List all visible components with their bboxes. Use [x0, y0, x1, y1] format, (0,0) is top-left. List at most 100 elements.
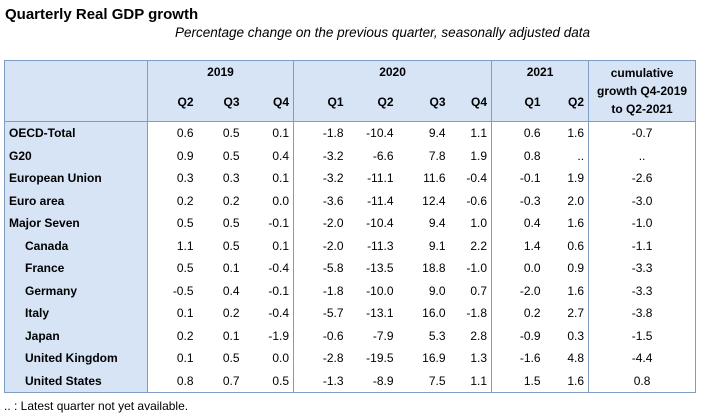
cumulative-cell: -4.4 [588, 347, 696, 370]
value-cell: 0.5 [222, 238, 240, 253]
value-cell: 11.6 [423, 171, 446, 186]
header-label-corner-2 [4, 83, 148, 122]
value-cell: 1.9 [567, 171, 585, 186]
table-row: OECD-Total 0.6 0.5 0.1 -1.8 -10.4 9.4 1.1 0.6 1.6… [4, 121, 696, 145]
value-cell: 1.6 [567, 283, 585, 298]
value-cell: 16.0 [422, 306, 446, 321]
value-cell: 0.1 [222, 328, 240, 343]
row-label: Canada [4, 234, 148, 257]
value-cell: 4.8 [567, 351, 585, 366]
value-cell: -1.9 [268, 328, 290, 343]
row-label: Italy [4, 302, 148, 325]
table-row: United Kingdom 0.1 0.5 0.0 -2.8 -19.5 16.9 1.3-… [4, 347, 696, 370]
value-cell: -0.6 [293, 324, 348, 347]
value-cell: -2.0 [491, 279, 545, 302]
value-cell: 0.2 [222, 306, 240, 321]
value-cell: 0.8 [491, 144, 545, 167]
value-cell: -1.8 [293, 121, 348, 145]
value-cell: 9.4 [428, 216, 446, 231]
value-cell: 1.9 [470, 148, 488, 163]
cumulative-cell: -3.0 [588, 189, 696, 212]
quarter-header: Q3 [197, 83, 244, 122]
value-cell: 1.6 [567, 216, 585, 231]
value-cell: 5.3 [428, 328, 446, 343]
value-cell: 0.5 [197, 121, 244, 145]
value-cell: 0.5 [222, 216, 240, 231]
table-row: Canada 1.1 0.5 0.1 -2.0 -11.3 9.1 2.2 1.4 0.6 -1.1 [4, 234, 696, 257]
value-cell: -13.1 [366, 306, 394, 321]
value-cell: -0.1 [268, 283, 290, 298]
value-cell: 0.9 [567, 261, 585, 276]
cumulative-cell: -2.6 [588, 167, 696, 190]
value-cell: -19.5 [366, 351, 394, 366]
year-header-2019: 2019 [146, 60, 294, 83]
quarter-header: Q2 [347, 83, 398, 122]
value-cell: -0.3 [491, 189, 545, 212]
value-cell: 9.4 [397, 121, 450, 145]
value-cell: 0.1 [147, 347, 198, 370]
value-cell: 2.0 [567, 193, 585, 208]
year-header-2021: 2021 [491, 60, 589, 83]
value-cell: 0.0 [491, 257, 545, 280]
row-label: France [4, 257, 148, 280]
value-cell: -0.1 [268, 216, 290, 231]
value-cell: 0.3 [147, 167, 198, 190]
quarter-header: Q4 [243, 83, 294, 122]
value-cell: 9.0 [428, 283, 446, 298]
value-cell: -1.8 [466, 306, 488, 321]
quarter-header: Q3 [397, 83, 450, 122]
value-cell: 0.2 [222, 193, 240, 208]
value-cell: .. [577, 148, 585, 163]
value-cell: 1.6 [544, 121, 589, 145]
value-cell: 0.5 [222, 351, 240, 366]
cumulative-cell: -3.3 [588, 257, 696, 280]
cumulative-cell: .. [588, 144, 696, 167]
header-label-corner [4, 60, 148, 83]
cumulative-cell: -1.1 [588, 234, 696, 257]
value-cell: 0.7 [470, 283, 488, 298]
value-cell: 0.3 [222, 171, 240, 186]
table-title: Quarterly Real GDP growth [5, 6, 199, 23]
value-cell: -3.2 [293, 167, 348, 190]
table-row: Germany -0.5 0.4 -0.1 -1.8 -10.0 9.0 0.7 -2.0 1.6… [4, 279, 696, 302]
value-cell: 0.1 [243, 121, 294, 145]
value-cell: 1.3 [470, 351, 488, 366]
value-cell: 0.1 [222, 261, 240, 276]
gdp-table: 2019 2020 2021 cumulative growth Q4-2019… [4, 60, 697, 393]
value-cell: -2.0 [293, 212, 348, 235]
value-cell: -6.6 [372, 148, 394, 163]
value-cell: 7.8 [428, 148, 446, 163]
row-label: Major Seven [4, 212, 148, 235]
value-cell: -5.7 [293, 302, 348, 325]
quarter-header: Q2 [544, 83, 589, 122]
value-cell: 0.2 [147, 324, 198, 347]
value-cell: 1.6 [567, 373, 585, 388]
table-body: OECD-Total 0.6 0.5 0.1 -1.8 -10.4 9.4 1.1 0.6 1.6… [4, 121, 696, 393]
quarter-header: Q4 [449, 83, 492, 122]
value-cell: 0.2 [147, 189, 198, 212]
value-cell: 0.2 [491, 302, 545, 325]
value-cell: -10.4 [347, 121, 398, 145]
value-cell: -0.4 [268, 261, 290, 276]
value-cell: 9.1 [428, 238, 446, 253]
value-cell: -13.5 [366, 261, 394, 276]
value-cell: 2.8 [470, 328, 488, 343]
quarter-header: Q2 [147, 83, 198, 122]
row-label: European Union [4, 167, 148, 190]
table-row: Japan 0.2 0.1 -1.9 -0.6 -7.9 5.3 2.8 -0.9 0.3 -1.5 [4, 324, 696, 347]
value-cell: 0.8 [147, 369, 198, 393]
footnote: .. : Latest quarter not yet available. [4, 399, 189, 413]
value-cell: 0.5 [272, 373, 290, 388]
value-cell: -5.8 [293, 257, 348, 280]
table-row: United States 0.8 0.7 0.5 -1.3 -8.9 7.5 1.1 1.5 1… [4, 369, 696, 393]
value-cell: 0.6 [491, 121, 545, 145]
table-subtitle: Percentage change on the previous quarte… [175, 25, 591, 40]
quarter-header: Q1 [491, 83, 545, 122]
value-cell: -0.6 [466, 193, 488, 208]
value-cell: 0.3 [567, 328, 585, 343]
value-cell: 1.5 [491, 369, 545, 393]
value-cell: -11.1 [367, 171, 394, 186]
value-cell: -2.0 [293, 234, 348, 257]
row-label: OECD-Total [4, 121, 148, 145]
row-label: United States [4, 369, 148, 393]
